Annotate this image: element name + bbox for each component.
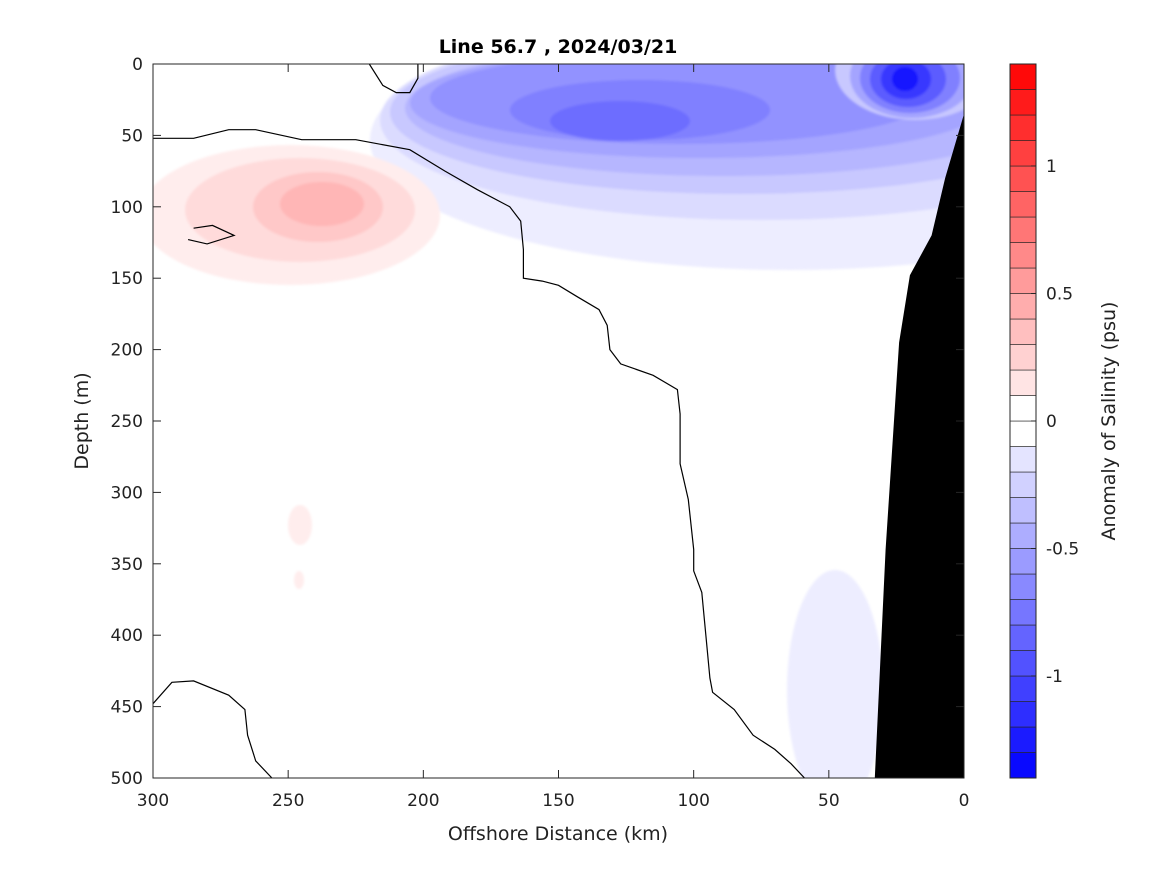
colorbar-swatch	[1009, 165, 1037, 192]
y-axis-title: Depth (m)	[71, 372, 93, 469]
colorbar-swatch	[1009, 242, 1037, 269]
colorbar-swatch	[1009, 318, 1037, 345]
x-tick-label: 300	[137, 791, 169, 811]
bathymetry-layer	[874, 114, 964, 778]
anomaly-level-2-6	[892, 67, 918, 91]
colorbar-swatch	[1009, 216, 1037, 243]
zero-contour-4	[187, 224, 236, 245]
colorbar-swatch	[1009, 63, 1037, 90]
x-tick-label: 100	[677, 791, 709, 811]
anomaly-level-1-8	[550, 101, 690, 141]
y-tick-label: 500	[111, 769, 143, 789]
zero-contour-2	[153, 680, 273, 778]
colorbar-swatch	[1009, 267, 1037, 294]
y-tick-label: 50	[121, 126, 143, 146]
x-tick-label: 0	[959, 791, 970, 811]
colorbar-tick-label: 1	[1046, 157, 1057, 177]
colorbar-swatch	[1009, 114, 1037, 141]
y-tick-label: 250	[111, 412, 143, 432]
y-tick-label: 350	[111, 555, 143, 575]
colorbar-swatch	[1009, 140, 1037, 167]
y-tick-label: 0	[132, 55, 143, 75]
anomaly-level-4-1	[288, 505, 312, 545]
colorbar-tick-label: 0	[1046, 412, 1057, 432]
anomaly-feature-1	[370, 64, 964, 270]
colorbar-swatch	[1009, 471, 1037, 498]
colorbar-swatch	[1009, 752, 1037, 779]
colorbar-swatch	[1009, 497, 1037, 524]
colorbar-swatch	[1009, 548, 1037, 575]
colorbar-swatch	[1009, 650, 1037, 677]
x-tick-label: 150	[542, 791, 574, 811]
anomaly-feature-5	[787, 570, 883, 778]
colorbar-swatch	[1009, 344, 1037, 371]
x-tick-label: 50	[818, 791, 840, 811]
y-tick-label: 100	[111, 198, 143, 218]
zero-contour-3	[368, 64, 419, 94]
colorbar-tick-label: 0.5	[1046, 285, 1073, 305]
colorbar-swatch	[1009, 522, 1037, 549]
colorbar-swatch	[1009, 89, 1037, 116]
colorbar-swatch	[1009, 701, 1037, 728]
y-tick-label: 400	[111, 626, 143, 646]
axes: 300 250 200 150 100 50 00501001502002503003504…	[111, 55, 970, 811]
colorbar-tick-label: -1	[1046, 667, 1063, 687]
colorbar-title: Anomaly of Salinity (psu)	[1098, 302, 1120, 541]
colorbar-swatch	[1009, 369, 1037, 396]
anomaly-level-5-1	[787, 570, 883, 778]
colorbar-tick-label: -0.5	[1046, 540, 1079, 560]
colorbar-swatch	[1009, 726, 1037, 753]
anomaly-feature-3	[153, 145, 440, 285]
colorbar-swatch	[1009, 395, 1037, 422]
colorbar-swatch	[1009, 293, 1037, 320]
anomaly-field	[153, 64, 964, 778]
colorbar-swatch	[1009, 191, 1037, 218]
y-tick-label: 150	[111, 269, 143, 289]
y-tick-label: 300	[111, 483, 143, 503]
x-axis-title: Offshore Distance (km)	[448, 823, 668, 845]
anomaly-level-4-2	[294, 571, 304, 589]
chart-title: Line 56.7 , 2024/03/21	[439, 36, 678, 58]
anomaly-feature-4	[288, 505, 312, 589]
colorbar-swatch	[1009, 420, 1037, 447]
y-tick-label: 200	[111, 341, 143, 361]
x-tick-label: 200	[407, 791, 439, 811]
colorbar-swatch	[1009, 624, 1037, 651]
anomaly-feature-2	[835, 64, 964, 120]
colorbar-swatch	[1009, 675, 1037, 702]
zero-contour-lines	[153, 64, 805, 778]
colorbar-swatch	[1009, 599, 1037, 626]
anomaly-level-3-4	[280, 182, 364, 226]
zero-contour-1	[153, 129, 805, 778]
seafloor-mask	[874, 114, 964, 778]
colorbar-swatch	[1009, 573, 1037, 600]
x-tick-label: 250	[272, 791, 304, 811]
colorbar: 1 0.5 0 -0.5 -1	[1009, 63, 1079, 779]
colorbar-swatch	[1009, 446, 1037, 473]
y-tick-label: 450	[111, 698, 143, 718]
